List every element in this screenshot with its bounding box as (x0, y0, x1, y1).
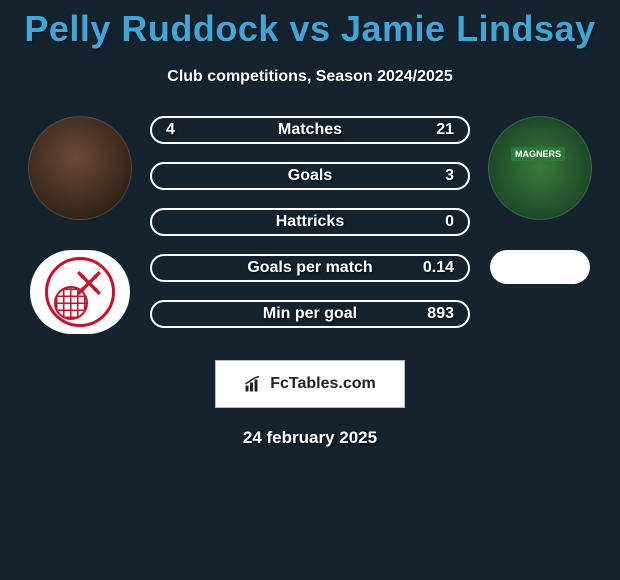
date-text: 24 february 2025 (243, 428, 377, 448)
barchart-icon (244, 375, 262, 393)
stat-label: Goals per match (152, 259, 468, 277)
player2-team-badge (490, 250, 590, 284)
stat-row-matches: 4 Matches 21 (150, 116, 470, 144)
stat-label: Min per goal (152, 305, 468, 323)
player2-avatar: MAGNERS (488, 116, 592, 220)
comparison-container: Pelly Ruddock vs Jamie Lindsay Club comp… (0, 0, 620, 580)
stat-row-goals: Goals 3 (150, 162, 470, 190)
stat-row-mpg: Min per goal 893 (150, 300, 470, 328)
stat-label: Goals (152, 167, 468, 185)
left-side (20, 116, 140, 334)
stat-label: Hattricks (152, 213, 468, 231)
player1-avatar (28, 116, 132, 220)
branding-badge: FcTables.com (215, 360, 405, 408)
stat-label: Matches (152, 121, 468, 139)
rotherham-crest (45, 257, 115, 327)
page-subtitle: Club competitions, Season 2024/2025 (0, 68, 620, 86)
footer: FcTables.com 24 february 2025 (0, 360, 620, 448)
branding-text: FcTables.com (270, 375, 376, 393)
crest-cross-icon (76, 270, 102, 296)
player1-team-badge (30, 250, 130, 334)
right-side: MAGNERS (480, 116, 600, 284)
page-title: Pelly Ruddock vs Jamie Lindsay (0, 8, 620, 50)
stats-column: 4 Matches 21 Goals 3 Hattricks 0 Goals p… (140, 116, 480, 328)
stat-row-hattricks: Hattricks 0 (150, 208, 470, 236)
sponsor-text: MAGNERS (511, 147, 565, 161)
body-row: 4 Matches 21 Goals 3 Hattricks 0 Goals p… (0, 116, 620, 334)
stat-row-gpm: Goals per match 0.14 (150, 254, 470, 282)
